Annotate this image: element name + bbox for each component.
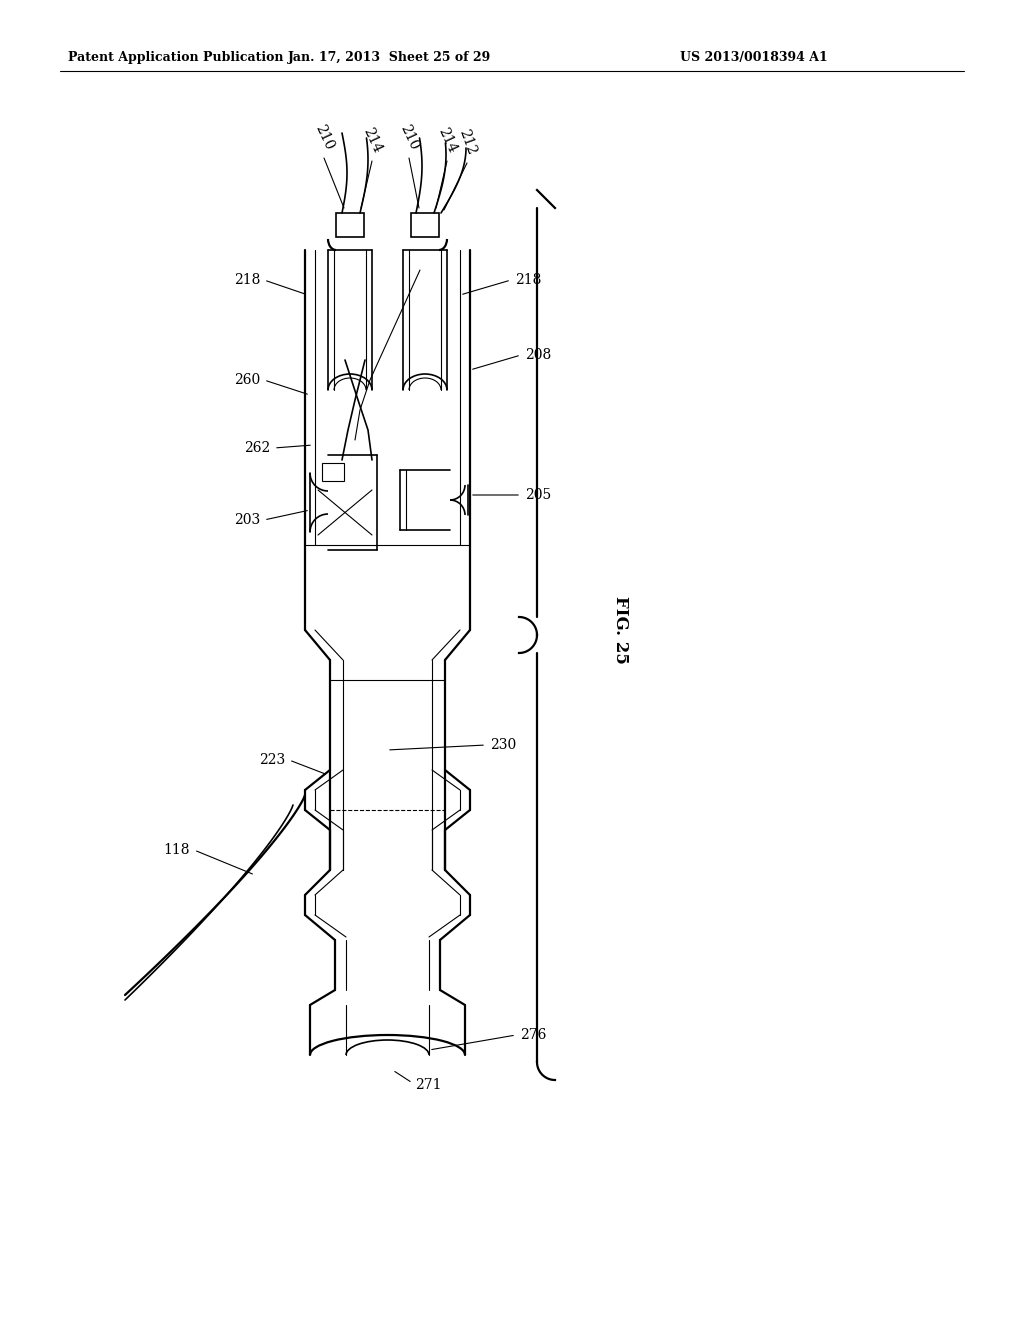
Text: Patent Application Publication: Patent Application Publication — [68, 50, 284, 63]
Bar — [411, 213, 439, 238]
Text: 260: 260 — [233, 374, 260, 387]
Text: 208: 208 — [525, 348, 551, 362]
Text: 203: 203 — [233, 513, 260, 527]
Bar — [336, 213, 364, 238]
Text: 218: 218 — [233, 273, 260, 286]
Text: US 2013/0018394 A1: US 2013/0018394 A1 — [680, 50, 827, 63]
Text: 205: 205 — [525, 488, 551, 502]
Text: 210: 210 — [312, 123, 336, 152]
Bar — [322, 463, 344, 480]
Text: Jan. 17, 2013  Sheet 25 of 29: Jan. 17, 2013 Sheet 25 of 29 — [289, 50, 492, 63]
Text: 214: 214 — [435, 125, 459, 154]
Text: 214: 214 — [360, 125, 384, 154]
Text: 271: 271 — [416, 1078, 442, 1092]
Text: 118: 118 — [164, 843, 190, 857]
Text: FIG. 25: FIG. 25 — [611, 597, 629, 664]
Text: 230: 230 — [490, 738, 516, 752]
Text: 210: 210 — [397, 123, 421, 152]
Text: 212: 212 — [456, 128, 478, 157]
Text: 223: 223 — [259, 752, 285, 767]
Text: 218: 218 — [515, 273, 542, 286]
Text: 262: 262 — [244, 441, 270, 455]
Text: 276: 276 — [520, 1028, 547, 1041]
